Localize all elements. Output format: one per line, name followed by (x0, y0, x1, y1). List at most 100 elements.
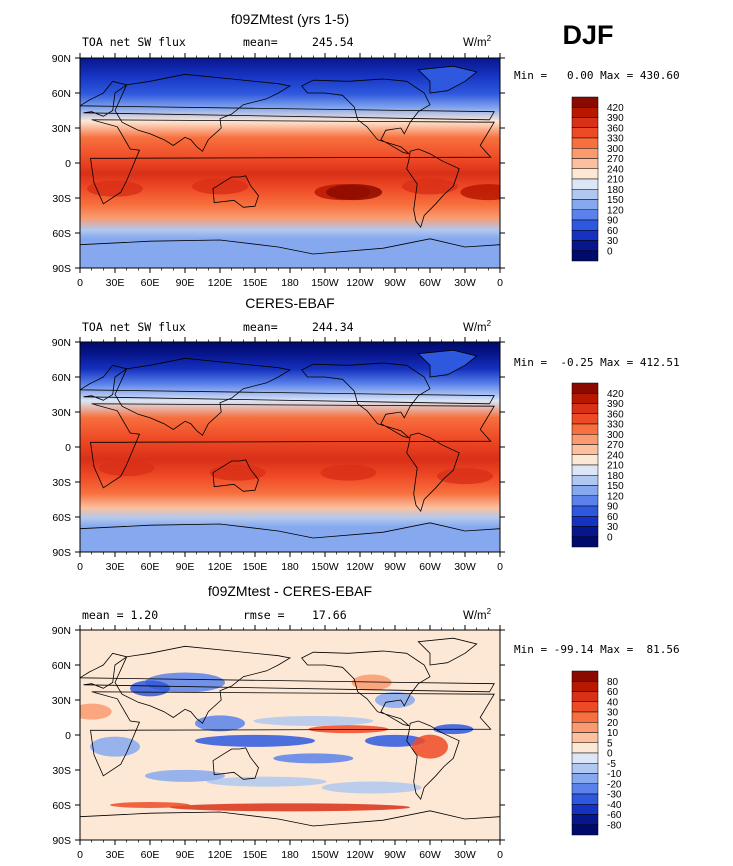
colorbar-box (571, 178, 599, 190)
flux-maximum (192, 178, 248, 195)
colorbar-label: 180 (607, 185, 624, 196)
colorbar-box (571, 240, 599, 251)
diff-anomaly (308, 725, 389, 734)
diff-anomaly (351, 674, 392, 691)
colorbar-box (571, 209, 599, 221)
x-tick-label: 0 (77, 277, 83, 289)
map-field (80, 342, 500, 552)
x-tick-label: 150E (243, 849, 268, 861)
colorbar-box (571, 516, 599, 527)
colorbar-box (571, 413, 599, 425)
colorbar-box (571, 701, 599, 713)
panel-units: W/m2 (463, 607, 492, 622)
panel-left-label: mean = 1.20 (82, 608, 158, 622)
colorbar-label: 30 (607, 522, 619, 533)
antarctica-outline (80, 238, 500, 268)
greenland-outline (417, 349, 478, 378)
x-tick-label: 120E (208, 849, 233, 861)
x-tick-label: 120E (208, 277, 233, 289)
asia-outline (114, 357, 292, 436)
colorbar-label: 0 (607, 749, 613, 760)
diff-anomaly (412, 734, 448, 759)
x-tick-label: 60W (419, 849, 441, 861)
colorbar-label: 20 (607, 718, 619, 729)
colorbar-label: 360 (607, 123, 624, 134)
x-tick-label: 0 (497, 561, 503, 573)
colorbar-box (571, 752, 599, 764)
land-tint (418, 350, 477, 377)
colorbar-box (571, 199, 599, 210)
flux-maximum (87, 180, 143, 197)
australia-outline (212, 175, 259, 208)
colorbar-box (571, 250, 599, 262)
greenland-outline (417, 65, 478, 94)
x-tick-label: 30E (106, 561, 125, 573)
colorbar-label: 80 (607, 677, 619, 688)
colorbar-box (571, 403, 599, 414)
panel-stat-value: 17.66 (312, 608, 347, 622)
colorbar-box (571, 793, 599, 805)
colorbar-box (571, 824, 599, 836)
x-tick-label: 90E (176, 849, 195, 861)
australia-outline (212, 459, 259, 492)
panel-stat-value: 244.34 (312, 320, 354, 334)
x-tick-label: 60W (419, 277, 441, 289)
antarctica-outline (80, 810, 500, 840)
colorbar-box (571, 382, 599, 394)
colorbar-box (571, 681, 599, 692)
x-tick-label: 0 (497, 277, 503, 289)
diff-anomaly (375, 692, 415, 708)
panel-min-max: Min = -0.25 Max = 412.51 (514, 356, 680, 369)
colorbar-label: 210 (607, 461, 624, 472)
y-tick-label: 30S (52, 193, 71, 205)
colorbar-box (571, 742, 599, 754)
panel-title: f09ZMtest - CERES-EBAF (208, 583, 372, 599)
samerica-outline (406, 720, 460, 801)
x-tick-label: 60E (141, 849, 160, 861)
colorbar-label: 300 (607, 430, 624, 441)
y-tick-label: 90S (52, 263, 71, 275)
colorbar-box (571, 505, 599, 517)
diff-anomaly (321, 781, 422, 794)
colorbar-box (571, 158, 599, 169)
colorbar-label: 240 (607, 164, 624, 175)
colorbar-box (571, 148, 599, 159)
diff-anomaly (195, 734, 315, 747)
y-tick-label: 30S (52, 765, 71, 777)
x-tick-label: 150E (243, 561, 268, 573)
colorbar-box (571, 732, 599, 743)
map-field (80, 630, 500, 840)
colorbar-label: 240 (607, 450, 624, 461)
colorbar-label: 420 (607, 103, 624, 114)
map-field (80, 58, 500, 268)
colorbar-label: -80 (607, 820, 622, 831)
flux-maximum (320, 464, 377, 481)
diff-anomaly (130, 680, 170, 697)
colorbar-label: 5 (607, 738, 613, 749)
colorbar-label: 60 (607, 512, 619, 523)
y-tick-label: 0 (65, 158, 71, 170)
x-tick-label: 0 (497, 849, 503, 861)
y-tick-label: 90S (52, 835, 71, 847)
colorbar-label: 270 (607, 440, 624, 451)
diff-anomaly (206, 776, 327, 787)
colorbar-box (571, 393, 599, 404)
colorbar-label: 150 (607, 481, 624, 492)
flux-maximum (402, 178, 458, 195)
flux-maximum (460, 184, 500, 201)
colorbar-box (571, 423, 599, 435)
diff-anomaly (110, 802, 190, 808)
land-tint (418, 66, 477, 93)
panel-3: f09ZMtest - CERES-EBAF mean = 1.20 rmse = 1… (52, 583, 680, 861)
colorbar-box (571, 127, 599, 139)
panel-stat-label: rmse = (243, 608, 285, 622)
y-tick-label: 90S (52, 547, 71, 559)
x-tick-label: 60W (419, 561, 441, 573)
x-tick-label: 90W (384, 561, 406, 573)
x-tick-label: 120W (346, 561, 374, 573)
x-tick-label: 0 (77, 849, 83, 861)
x-tick-label: 120W (346, 277, 374, 289)
asia-outline (114, 73, 292, 152)
colorbar-label: 30 (607, 708, 619, 719)
